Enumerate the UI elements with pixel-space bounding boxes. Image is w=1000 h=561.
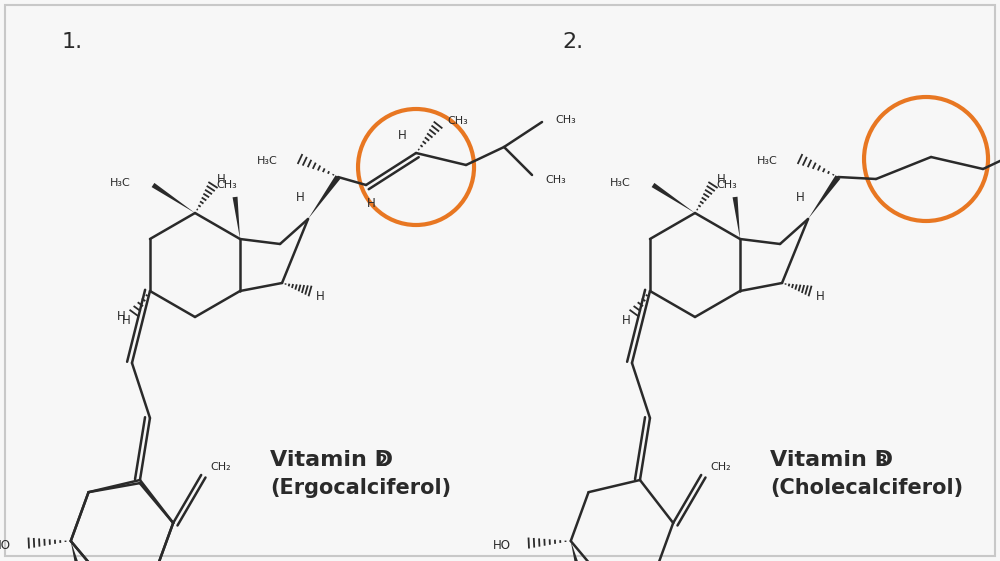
Text: (Ergocalciferol): (Ergocalciferol) [270,478,451,498]
Text: 2: 2 [377,454,388,469]
Text: Vitamin D: Vitamin D [770,450,893,470]
Text: CH₃: CH₃ [546,175,566,185]
Text: (Cholecalciferol): (Cholecalciferol) [770,478,963,498]
Text: H₃C: H₃C [257,156,278,166]
Text: 1.: 1. [62,32,83,52]
Polygon shape [808,175,840,219]
Text: H: H [316,289,324,302]
Text: H: H [122,315,130,328]
Text: HO: HO [0,539,11,551]
Text: H: H [796,191,804,204]
Text: H: H [367,196,375,209]
Text: CH₃: CH₃ [556,115,576,125]
Text: 3: 3 [877,454,888,469]
Polygon shape [233,197,240,239]
Polygon shape [733,197,740,239]
Text: Vitamin D: Vitamin D [270,450,393,470]
Text: H: H [117,310,125,323]
Text: CH₂: CH₂ [211,462,231,472]
Text: H: H [622,315,630,328]
Text: H₃C: H₃C [610,178,631,188]
Text: HO: HO [493,539,511,551]
Polygon shape [152,183,195,213]
Polygon shape [571,541,581,561]
Text: CH₂: CH₂ [711,462,731,472]
Text: 2.: 2. [562,32,583,52]
Text: H₃C: H₃C [757,156,778,166]
Text: H: H [296,191,304,204]
Polygon shape [308,175,340,219]
Text: H: H [717,172,725,186]
Polygon shape [652,183,695,213]
Text: CH₃: CH₃ [717,180,737,190]
Text: CH₃: CH₃ [217,180,237,190]
Text: H₃C: H₃C [110,178,131,188]
Text: H: H [816,289,824,302]
Text: CH₃: CH₃ [448,116,468,126]
Text: H: H [217,172,225,186]
Text: H: H [398,128,406,141]
Polygon shape [71,541,81,561]
